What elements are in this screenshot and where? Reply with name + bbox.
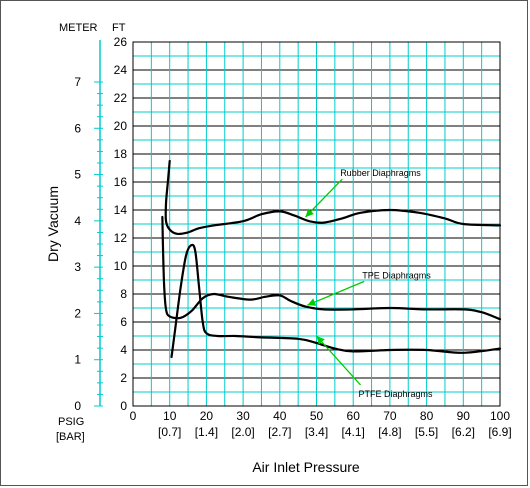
annotation-arrowhead (307, 298, 317, 306)
ft-tick-label: 4 (120, 343, 127, 357)
bar-tick-label: [2.7] (268, 425, 291, 439)
ft-tick-label: 16 (114, 175, 128, 189)
ft-tick-label: 22 (114, 91, 128, 105)
bar-tick-label: [6.2] (452, 425, 475, 439)
bar-tick-label: [4.8] (378, 425, 401, 439)
bar-tick-label: [6.9] (488, 425, 511, 439)
ft-tick-label: 0 (120, 399, 127, 413)
x-tick-label: 20 (200, 409, 214, 423)
annotation-arrowhead (316, 336, 325, 345)
series-lines (161, 159, 502, 359)
meter-tick-label: 3 (74, 260, 81, 274)
bar-tick-label: [4.1] (342, 425, 365, 439)
ft-tick-label: 18 (114, 147, 128, 161)
ft-tick-label: 2 (120, 371, 127, 385)
plot-border (132, 41, 501, 407)
x-tick-label: 60 (347, 409, 361, 423)
x-tick-label: 90 (457, 409, 471, 423)
annotation-arrowhead (305, 208, 314, 217)
bar-tick-label: [2.0] (231, 425, 254, 439)
meter-tick-label: 5 (74, 168, 81, 182)
x-tick-label: 0 (130, 409, 137, 423)
annotation-label: Rubber Diaphragms (340, 168, 421, 178)
meter-tick-label: 7 (74, 75, 81, 89)
annotation-arrow-line (305, 178, 343, 218)
x-tick-label: 70 (383, 409, 397, 423)
ft-tick-label: 14 (114, 203, 128, 217)
meter-tick-label: 0 (74, 399, 81, 413)
y-unit-ft-label: FT (112, 22, 126, 34)
bar-tick-label: [0.7] (158, 425, 181, 439)
series-line-2 (170, 243, 502, 359)
y-axis-title: Dry Vacuum (45, 186, 61, 262)
x-unit-bar-label: [BAR] (56, 431, 85, 443)
meter-tick-label: 4 (74, 214, 81, 228)
ft-tick-label: 6 (120, 315, 127, 329)
meter-tick-label: 1 (74, 353, 81, 367)
annotation-arrow-line (307, 280, 365, 306)
ft-tick-label: 12 (114, 231, 128, 245)
y-unit-meter-label: METER (59, 22, 98, 34)
x-unit-psig-label: PSIG (58, 416, 84, 428)
ft-tick-label: 10 (114, 259, 128, 273)
x-tick-label: 10 (163, 409, 177, 423)
ft-tick-label: 8 (120, 287, 127, 301)
x-tick-label: 50 (310, 409, 324, 423)
bar-tick-label: [5.5] (415, 425, 438, 439)
meter-tick-label: 6 (74, 121, 81, 135)
bar-tick-label: [3.4] (305, 425, 328, 439)
annotation-label: TPE Diaphragms (362, 270, 431, 280)
bar-tick-label: [1.4] (195, 425, 218, 439)
x-tick-label: 80 (420, 409, 434, 423)
series-line-1 (161, 215, 502, 321)
series-line-0 (164, 159, 502, 236)
ft-tick-label: 26 (114, 35, 128, 49)
annotation-arrow-line (316, 335, 362, 386)
meter-tick-label: 2 (74, 306, 81, 320)
x-axis-title: Air Inlet Pressure (252, 459, 360, 475)
meter-axis (94, 40, 103, 407)
grid (132, 41, 501, 407)
annotations: Rubber Diaphragms TPE Diaphragms PTFE Diap… (305, 168, 433, 399)
x-tick-label: 100 (490, 409, 510, 423)
x-tick-label: 30 (236, 409, 250, 423)
ft-tick-label: 20 (114, 119, 128, 133)
ft-tick-label: 24 (114, 63, 128, 77)
x-tick-label: 40 (273, 409, 287, 423)
annotation-label: PTFE Diaphragms (359, 389, 434, 399)
